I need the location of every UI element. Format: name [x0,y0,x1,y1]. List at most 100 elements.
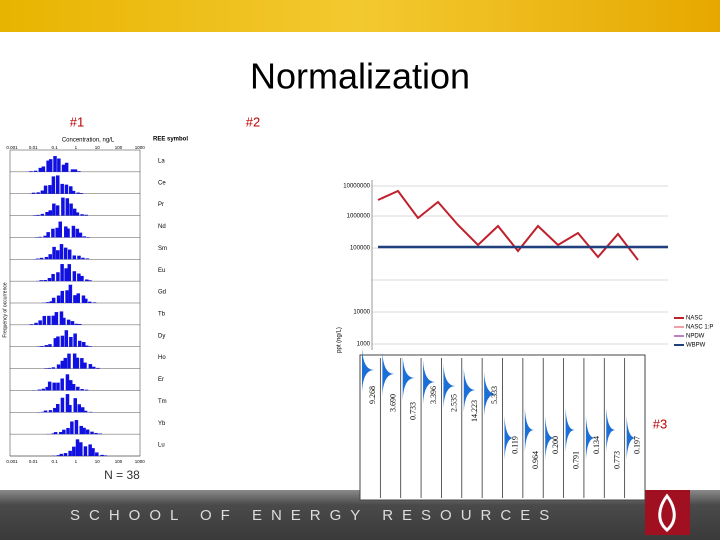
histogram-bar [68,450,72,456]
distribution-curve [402,356,415,400]
value-label: 9.268 [368,386,377,404]
value-label: 14.223 [470,400,479,422]
histogram-bar [82,236,87,238]
histogram-bar [63,247,68,260]
histogram-bar [103,455,108,456]
tick-label: 1000 [135,145,146,150]
distribution-curve [504,416,514,460]
histogram-bar [73,398,77,413]
value-label: 0.197 [633,436,642,454]
value-label: 0.119 [511,436,520,454]
histogram-bar [48,185,52,194]
histogram-bar [71,384,76,391]
histogram-bar [48,344,52,347]
histogram-bar [46,232,50,238]
histogram-bar [53,407,57,413]
ree-header: REE symbol [153,137,188,143]
histogram-bar [45,302,50,303]
histogram-bar [51,367,56,369]
value-label: 0.134 [592,436,601,454]
element-label: Sm [158,246,167,252]
y-tick-label: 10000 [353,310,370,316]
histogram-bar [48,210,52,216]
histogram-bar [80,275,84,282]
top-band [0,0,720,32]
histogram-bar [61,164,66,172]
histogram-bar [60,264,64,282]
histogram-bar [76,293,80,303]
histogram-bar [40,190,45,194]
histogram-bar [46,160,50,172]
tick-label: 0.01 [29,145,38,150]
histogram-bar [60,397,65,413]
histogram-bar [65,290,69,303]
histogram-bar [63,453,68,456]
distribution-curve [545,416,555,460]
histogram-bar [64,184,69,194]
histogram-bar [60,360,65,369]
histogram-bar [43,280,47,282]
histogram-bar [59,453,64,456]
tick-label: 100 [115,459,123,464]
histogram-bar [67,264,72,282]
histogram-bar [64,226,68,238]
histogram-bar [98,433,102,435]
histogram-bar [74,420,79,435]
histogram-bar [64,330,69,347]
histogram-bar [37,389,42,391]
histogram-bar [51,315,56,325]
value-label: 0.791 [572,451,581,469]
histogram-bar [43,410,48,413]
histogram-bar [77,273,81,282]
value-label: 3.690 [388,394,397,412]
distribution-curve [484,372,497,416]
histogram-bar [79,442,83,456]
histogram-bar [72,353,77,369]
histogram-bar [41,166,46,172]
histogram-bar [43,235,47,238]
histogram-bar [72,208,77,216]
histogram-bar [56,336,60,347]
histogram-bar [38,236,42,238]
axis-title: Concentration, ng/L [62,138,115,144]
histogram-bar [51,176,56,194]
histogram-bar [88,364,93,369]
element-label: Lu [158,443,165,449]
element-label: Er [158,377,164,383]
histogram-bar [81,257,85,260]
value-label: 0.773 [612,451,621,469]
histogram-bar [88,301,92,303]
histogram-bar [85,258,90,260]
histogram-bar [48,254,52,260]
tick-label: 0.1 [51,459,58,464]
histogram-bar [80,214,84,216]
histogram-bar [51,273,55,282]
histogram-bar [48,410,53,413]
histogram-bar [51,297,56,303]
histogram-bar [79,193,84,194]
element-label: La [158,159,165,165]
y-tick-label: 1000000 [347,214,371,220]
histogram-bar [82,342,86,347]
histogram-bar [40,213,45,216]
distribution-curve [606,408,616,452]
histogram-bar [80,358,84,369]
value-label: 5.333 [490,386,499,404]
histogram-bar [55,404,60,413]
histogram-bar [51,228,55,238]
histogram-bar [84,214,88,216]
histogram-bar [66,228,70,238]
histogram-bar [84,345,89,347]
histogram-bar [100,454,104,456]
histogram-bar [82,427,86,435]
histogram-bar [45,211,49,216]
histogram-bar [56,382,60,391]
histogram-bar [43,185,48,194]
tick-label: 0.01 [29,459,38,464]
histogram-bar [75,439,80,456]
histogram-bar [84,298,88,303]
histogram-bar [81,295,86,303]
histogram-bar [83,410,88,413]
histogram-bar [56,364,61,369]
element-label: Eu [158,268,165,274]
